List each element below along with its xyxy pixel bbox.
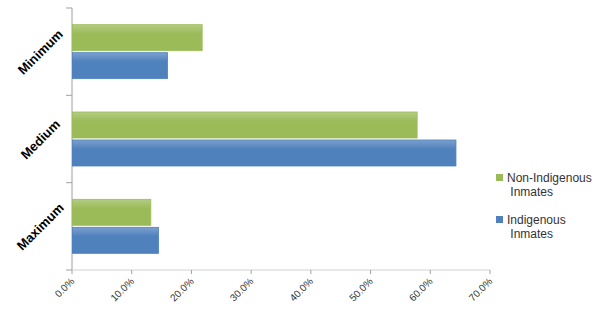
x-tick: [131, 270, 132, 274]
x-tick: [430, 270, 431, 274]
legend-label: Non-Indigenous Inmates: [507, 171, 592, 199]
x-tick-label: 40.0%: [287, 276, 315, 304]
x-tick: [191, 270, 192, 274]
legend-label: Indigenous Inmates: [507, 213, 566, 241]
x-tick: [251, 270, 252, 274]
x-tick-label: 30.0%: [228, 276, 256, 304]
bar: [72, 140, 456, 166]
x-tick: [370, 270, 371, 274]
legend-swatch: [496, 174, 503, 181]
x-tick-label: 20.0%: [168, 276, 196, 304]
category-tick: [66, 95, 72, 96]
bar: [72, 227, 159, 253]
x-tick-label: 50.0%: [347, 276, 375, 304]
category-tick: [66, 270, 72, 271]
category-label: Minimum: [15, 27, 66, 78]
category-label: Maximum: [14, 200, 67, 253]
bar: [72, 112, 417, 138]
chart: 0.0% 10.0% 20.0% 30.0% 40.0% 50.0% 60.0% 70.0% M…: [0, 0, 600, 324]
x-tick-label: 60.0%: [407, 276, 435, 304]
category-label: Medium: [18, 117, 63, 162]
bar: [72, 199, 151, 225]
legend-swatch: [496, 216, 503, 223]
bar: [72, 53, 168, 79]
x-tick: [490, 270, 491, 274]
category-tick: [66, 182, 72, 183]
category-tick: [66, 8, 72, 9]
x-axis: [72, 270, 490, 271]
x-tick: [310, 270, 311, 274]
bars: [72, 25, 456, 254]
x-tick-label: 70.0%: [467, 276, 495, 304]
bar: [72, 25, 202, 51]
x-tick-label: 10.0%: [108, 276, 136, 304]
x-tick-label: 0.0%: [53, 276, 77, 300]
x-tick: [72, 270, 73, 274]
